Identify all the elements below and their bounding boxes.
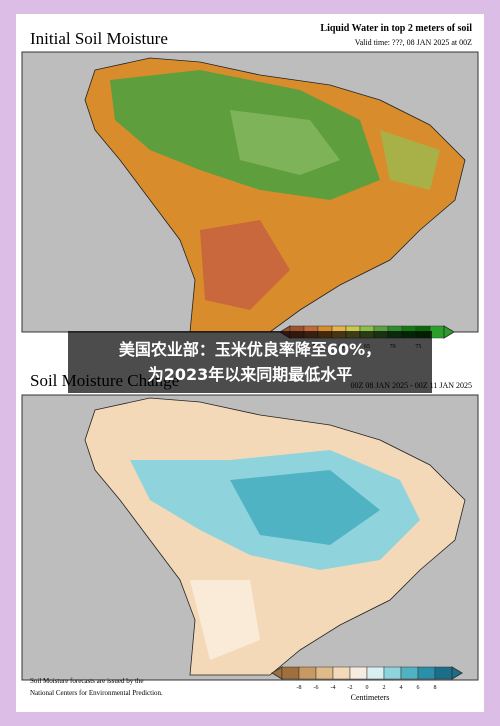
legend-tick: 6 — [417, 685, 420, 691]
valid-time: Valid time: ???, 08 JAN 2025 at 00Z — [355, 38, 472, 47]
legend-tick: -4 — [331, 685, 336, 691]
legend-swatch — [434, 666, 453, 680]
headline: 美国农业部：玉米优良率降至60%， — [119, 340, 381, 359]
legend-arrow — [443, 325, 455, 339]
footer-line: Soil Moisture forecasts are issued by th… — [30, 677, 144, 685]
legend-unit: Centimeters — [351, 693, 390, 702]
legend-swatch — [315, 666, 334, 680]
legend-tick: 0 — [366, 685, 369, 691]
legend-tick: -2 — [348, 685, 353, 691]
legend-swatch — [332, 666, 351, 680]
legend-tick: 2 — [383, 685, 386, 691]
legend-arrow — [451, 666, 463, 680]
legend-swatch — [417, 666, 436, 680]
legend-tick: 8 — [434, 685, 437, 691]
continent-bottom — [84, 397, 466, 676]
headline: 为2023年以来同期最低水平 — [148, 365, 353, 384]
legend-swatch — [366, 666, 385, 680]
continent-top — [84, 57, 466, 333]
legend-tick: -6 — [314, 685, 319, 691]
map-subtitle: Liquid Water in top 2 meters of soil — [320, 23, 472, 34]
legend-swatch — [281, 666, 300, 680]
legend-swatch — [429, 325, 445, 339]
legend-swatch — [298, 666, 317, 680]
legend-swatch — [383, 666, 402, 680]
legend-tick: -8 — [297, 685, 302, 691]
map-title: Initial Soil Moisture — [30, 29, 168, 48]
legend-tick: 4 — [400, 685, 403, 691]
legend-swatch — [349, 666, 368, 680]
headline-box — [68, 331, 432, 393]
legend-swatch — [400, 666, 419, 680]
footer-line: National Centers for Environmental Predi… — [30, 689, 163, 697]
